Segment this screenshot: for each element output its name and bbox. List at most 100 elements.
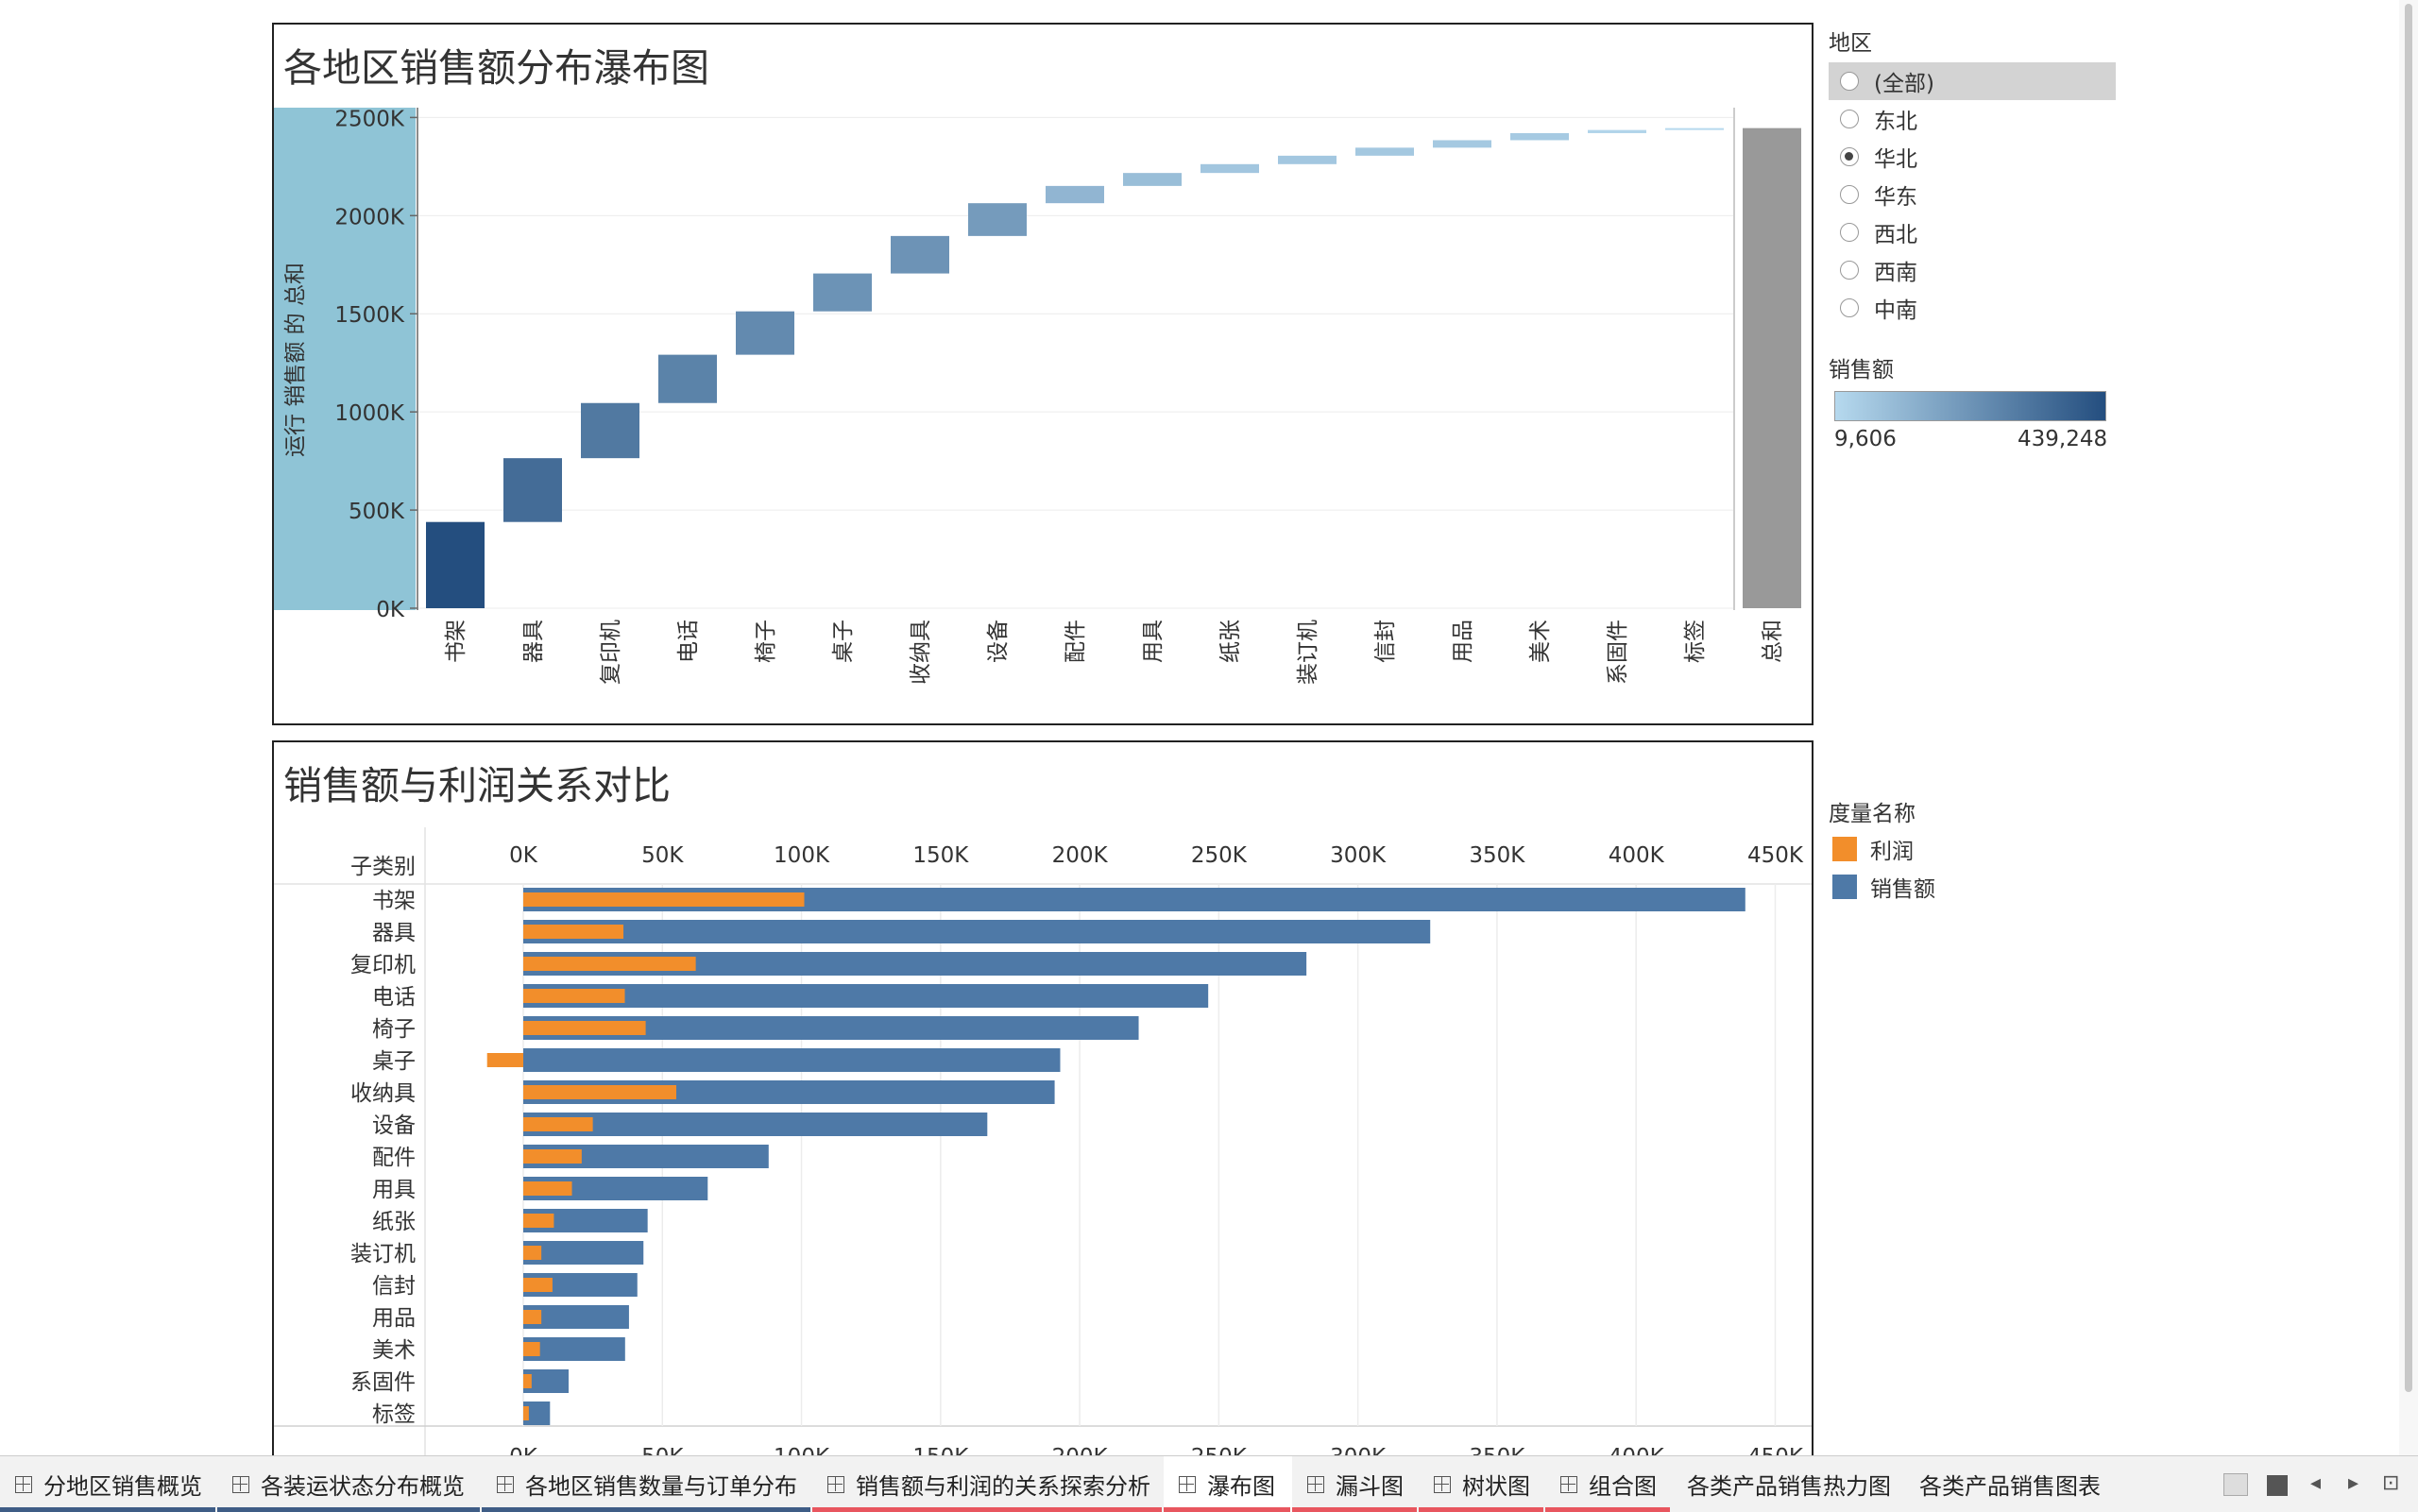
sales-bar[interactable] [523,1241,644,1265]
waterfall-bar[interactable] [1046,185,1104,204]
waterfall-chart: 运行 销售额 的 总和 0K 500K 1000K 1500K 2000K 2500K 书架 器… [274,107,1801,685]
radio-button-icon[interactable] [1840,185,1859,204]
x-tick-label: 装订机 [1296,620,1320,685]
sheet-tab[interactable]: 分地区销售概览 [0,1456,217,1512]
legend-item-profit[interactable]: 利润 [1832,833,1914,865]
profit-bar[interactable] [523,925,624,939]
waterfall-bar[interactable] [1355,147,1414,156]
profit-bar[interactable] [523,1214,554,1228]
row-label: 收纳具 [350,1081,416,1106]
row-label: 标签 [372,1402,416,1427]
waterfall-bar[interactable] [426,521,485,608]
x-tick-label: 美术 [1528,620,1553,663]
profit-bar[interactable] [523,892,805,907]
profit-bar[interactable] [523,1310,542,1324]
x-tick-label: 50K [641,843,684,868]
sales-bar[interactable] [523,1048,1061,1072]
vertical-scrollbar[interactable] [2399,0,2418,1455]
waterfall-bar[interactable] [736,311,794,355]
region-option[interactable]: 东北 [1829,100,2116,138]
waterfall-bar[interactable] [1433,140,1491,148]
x-tick-label: 桌子 [831,620,856,663]
waterfall-bar[interactable] [891,235,949,274]
scrollbar-thumb[interactable] [2405,4,2412,1392]
row-label: 系固件 [350,1370,416,1395]
waterfall-bar[interactable] [1743,127,1801,608]
tab-color-strip [1164,1507,1290,1512]
region-option[interactable]: 西北 [1829,213,2116,251]
y-axis-band [274,108,416,610]
profit-bar[interactable] [523,1021,646,1035]
sales-profit-chart: 子类别 0K 0K 50K 50K 100K 100K 150K 150K 200K 200K 250… [274,827,1812,1455]
radio-button-icon[interactable] [1840,72,1859,91]
x-tick-label-bottom: 300K [1330,1445,1387,1455]
sales-bar[interactable] [523,1113,988,1136]
profit-bar[interactable] [523,1181,572,1196]
waterfall-bar[interactable] [1278,155,1337,164]
profit-bar[interactable] [486,1053,523,1067]
waterfall-bar[interactable] [658,354,717,403]
region-option[interactable]: 中南 [1829,289,2116,327]
row-label: 装订机 [350,1242,416,1266]
region-option-label: 西南 [1874,261,1917,285]
sales-bar[interactable] [523,984,1209,1008]
waterfall-bar[interactable] [1665,127,1724,130]
sheet-tab[interactable]: 各类产品销售图表 [1904,1456,2103,1512]
waterfall-bar[interactable] [1588,129,1646,133]
sheet-tab[interactable]: 各装运状态分布概览 [217,1456,482,1512]
profit-bar[interactable] [523,1278,553,1292]
x-tick-label: 配件 [1064,620,1088,663]
worksheet-icon [497,1475,514,1493]
legend-item-sales[interactable]: 销售额 [1832,871,1935,903]
waterfall-bar[interactable] [1510,132,1569,141]
region-option[interactable]: 西南 [1829,251,2116,289]
sheet-tab[interactable]: 漏斗图 [1292,1456,1419,1512]
x-tick-label: 150K [912,843,969,868]
waterfall-bar[interactable] [581,402,639,459]
radio-button-icon[interactable] [1840,223,1859,242]
y-tick-label: 500K [349,500,405,524]
prev-tab-icon[interactable]: ◂ [2310,1471,2322,1495]
waterfall-bar[interactable] [968,203,1027,236]
sheet-tab[interactable]: 各地区销售数量与订单分布 [482,1456,812,1512]
tab-color-strip [482,1507,810,1512]
profit-bar[interactable] [523,1246,542,1260]
sheet-tab[interactable]: 树状图 [1419,1456,1545,1512]
next-tab-icon[interactable]: ▸ [2348,1471,2359,1495]
profit-bar[interactable] [523,989,625,1003]
sales-bar[interactable] [523,1337,625,1361]
profit-bar[interactable] [523,957,696,971]
radio-button-icon[interactable] [1840,261,1859,280]
worksheet-icon [1560,1475,1577,1493]
row-label: 器具 [372,921,416,945]
waterfall-bar[interactable] [1123,173,1182,186]
radio-button-icon[interactable] [1840,110,1859,128]
region-option[interactable]: 华北 [1829,138,2116,176]
sheet-tab[interactable]: 销售额与利润的关系探索分析 [812,1456,1164,1512]
profit-bar[interactable] [523,1117,593,1131]
profit-bar[interactable] [523,1374,532,1388]
waterfall-bar[interactable] [503,458,562,522]
sheet-tab[interactable]: 瀑布图 [1164,1456,1292,1512]
profit-bar[interactable] [523,1406,529,1420]
show-filmstrip-icon[interactable] [2223,1473,2248,1496]
region-option[interactable]: 华东 [1829,176,2116,213]
sales-bar[interactable] [523,920,1431,943]
show-tabs-icon[interactable] [2267,1475,2288,1496]
sheet-tab[interactable]: 各类产品销售热力图 [1672,1456,1904,1512]
row-label: 电话 [372,985,416,1010]
region-option[interactable]: (全部) [1829,62,2116,100]
profit-bar[interactable] [523,1149,582,1164]
waterfall-bar[interactable] [813,273,872,312]
profit-bar[interactable] [523,1342,540,1356]
radio-button-icon[interactable] [1840,147,1859,166]
profit-bar[interactable] [523,1085,676,1099]
x-tick-label-bottom: 150K [912,1445,969,1455]
x-tick-label: 400K [1609,843,1665,868]
radio-button-icon[interactable] [1840,298,1859,317]
waterfall-bar[interactable] [1200,163,1259,174]
sheet-tab-label: 各类产品销售图表 [1919,1473,2101,1500]
presentation-mode-icon[interactable]: ⊡ [2382,1471,2400,1495]
sheet-tab[interactable]: 组合图 [1545,1456,1672,1512]
color-legend-title: 销售额 [1829,358,1894,382]
